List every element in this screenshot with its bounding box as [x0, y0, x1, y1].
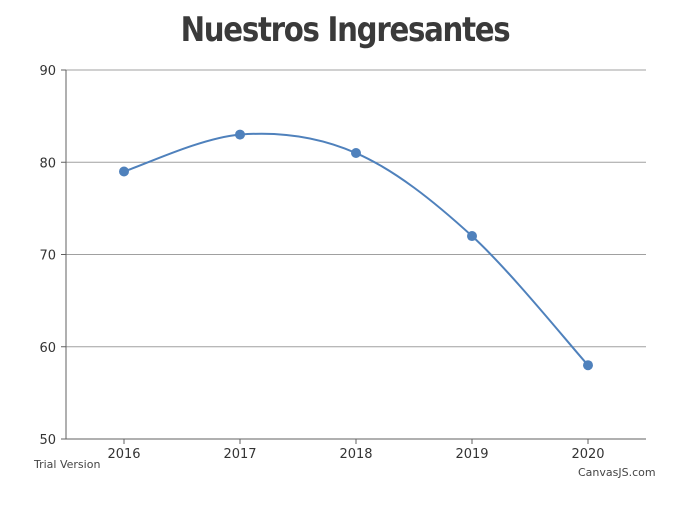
y-tick-label: 70: [39, 249, 56, 264]
y-tick-label: 90: [39, 64, 56, 79]
data-point-2020: [583, 360, 593, 371]
x-tick-label: 2017: [223, 447, 256, 462]
x-tick-label: 2020: [571, 447, 604, 462]
data-point-2018: [351, 148, 361, 159]
x-tick-label: 2018: [339, 447, 372, 462]
data-point-2019: [467, 231, 477, 242]
y-tick-label: 60: [39, 341, 56, 356]
canvasjs-credit-link[interactable]: CanvasJS.com: [578, 466, 656, 479]
data-point-2017: [235, 129, 245, 140]
data-point-2016: [119, 166, 129, 177]
chart-title: Nuestros Ingresantes: [180, 10, 511, 50]
x-tick-label: 2019: [455, 447, 488, 462]
y-tick-label: 50: [39, 433, 56, 448]
series-line-0: [123, 132, 589, 366]
x-tick-label: 2016: [107, 447, 140, 462]
y-tick-label: 80: [39, 156, 56, 171]
trial-version-label: Trial Version: [34, 458, 101, 471]
